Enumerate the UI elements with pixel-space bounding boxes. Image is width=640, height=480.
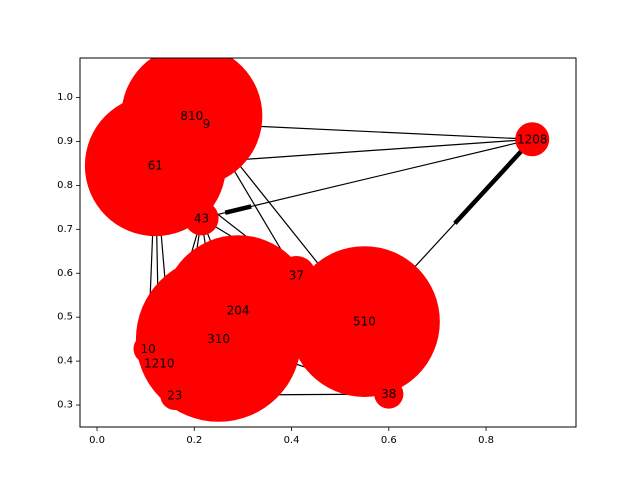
edge-arrow-1208-510 <box>453 148 525 225</box>
node-1208 <box>515 122 550 157</box>
edge-arrow-43-1208 <box>224 204 252 215</box>
node-label-38: 38 <box>381 387 396 401</box>
node-label-810: 810 <box>180 109 203 123</box>
plot-frame <box>79 57 577 428</box>
node-310 <box>135 256 302 422</box>
x-tick-label: 0.2 <box>186 435 202 446</box>
y-tick-label: 0.5 <box>57 312 73 323</box>
node-510 <box>289 246 440 397</box>
node-38 <box>374 379 404 409</box>
node-label-204: 204 <box>227 304 250 318</box>
y-tick-label: 0.8 <box>57 180 73 191</box>
x-tick-label: 0.8 <box>478 435 494 446</box>
node-label-43: 43 <box>194 211 209 225</box>
node-61 <box>84 95 226 237</box>
x-tick-label: 0.4 <box>284 435 300 446</box>
node-label-510: 510 <box>353 315 376 329</box>
node-label-10: 10 <box>140 342 155 356</box>
node-label-1210: 1210 <box>144 356 175 370</box>
node-label-23: 23 <box>167 388 182 402</box>
node-43 <box>184 201 219 236</box>
nodes-layer <box>84 58 550 422</box>
x-axis: 0.0 0.2 0.4 0.6 0.8 <box>89 427 494 446</box>
y-tick-label: 0.9 <box>57 136 73 147</box>
y-tick-label: 0.7 <box>57 224 73 235</box>
y-tick-label: 0.3 <box>57 400 73 411</box>
x-tick-label: 0.6 <box>381 435 397 446</box>
node-23 <box>160 380 190 410</box>
y-tick-label: 0.6 <box>57 268 73 279</box>
edge-43-1208 <box>201 138 533 219</box>
y-axis: 0.3 0.4 0.5 0.6 0.7 0.8 0.9 1.0 <box>57 92 80 411</box>
node-1210 <box>142 346 177 381</box>
y-tick-label: 0.4 <box>57 356 73 367</box>
x-tick-label: 0.0 <box>89 435 105 446</box>
node-label-1208: 1208 <box>517 132 548 146</box>
node-label-37: 37 <box>289 268 304 282</box>
node-label-310: 310 <box>207 332 230 346</box>
y-tick-label: 1.0 <box>57 92 73 103</box>
node-label-9: 9 <box>203 117 211 131</box>
node-label-61: 61 <box>148 159 163 173</box>
